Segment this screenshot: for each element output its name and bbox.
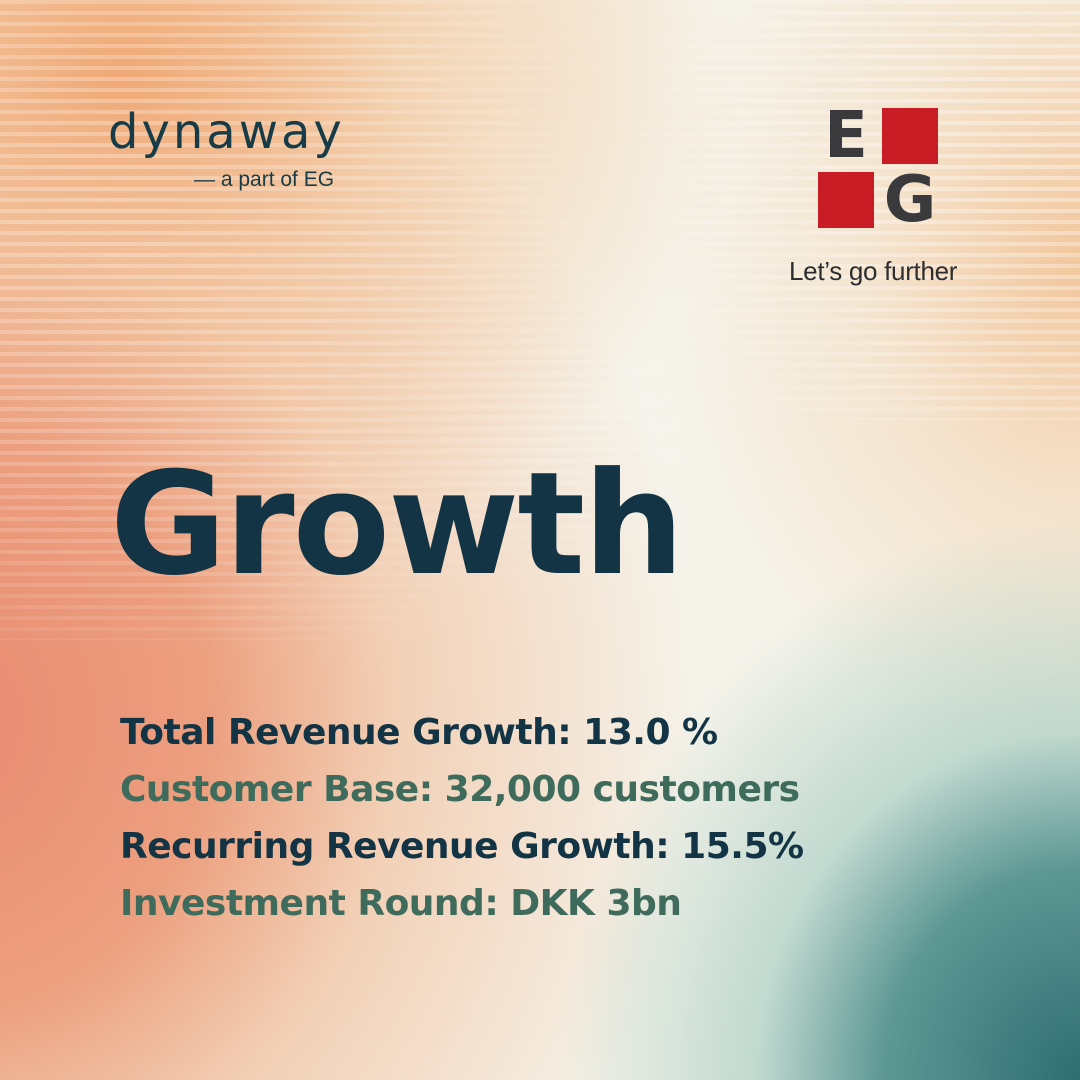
stat-customer-base: Customer Base: 32,000 customers	[120, 769, 800, 810]
brand-name: dynaway	[108, 104, 345, 160]
eg-logo-letter-g: G	[883, 163, 937, 237]
eg-logo-red-square	[818, 172, 874, 228]
eg-logo: E G	[818, 99, 942, 237]
dynaway-logo: dynaway — a part of EG	[108, 104, 358, 191]
eg-tagline: Let’s go further	[789, 256, 958, 286]
eg-logo-red-square	[882, 108, 938, 164]
stats-list: Total Revenue Growth: 13.0 % Customer Ba…	[120, 704, 804, 932]
stat-total-revenue-growth: Total Revenue Growth: 13.0 %	[120, 712, 718, 753]
headline: Growth	[110, 442, 684, 607]
stat-recurring-revenue-growth: Recurring Revenue Growth: 15.5%	[120, 826, 804, 867]
brand-tagline: — a part of EG	[194, 168, 335, 191]
eg-logo-letter-e: E	[824, 99, 868, 173]
stat-investment-round: Investment Round: DKK 3bn	[120, 883, 682, 924]
